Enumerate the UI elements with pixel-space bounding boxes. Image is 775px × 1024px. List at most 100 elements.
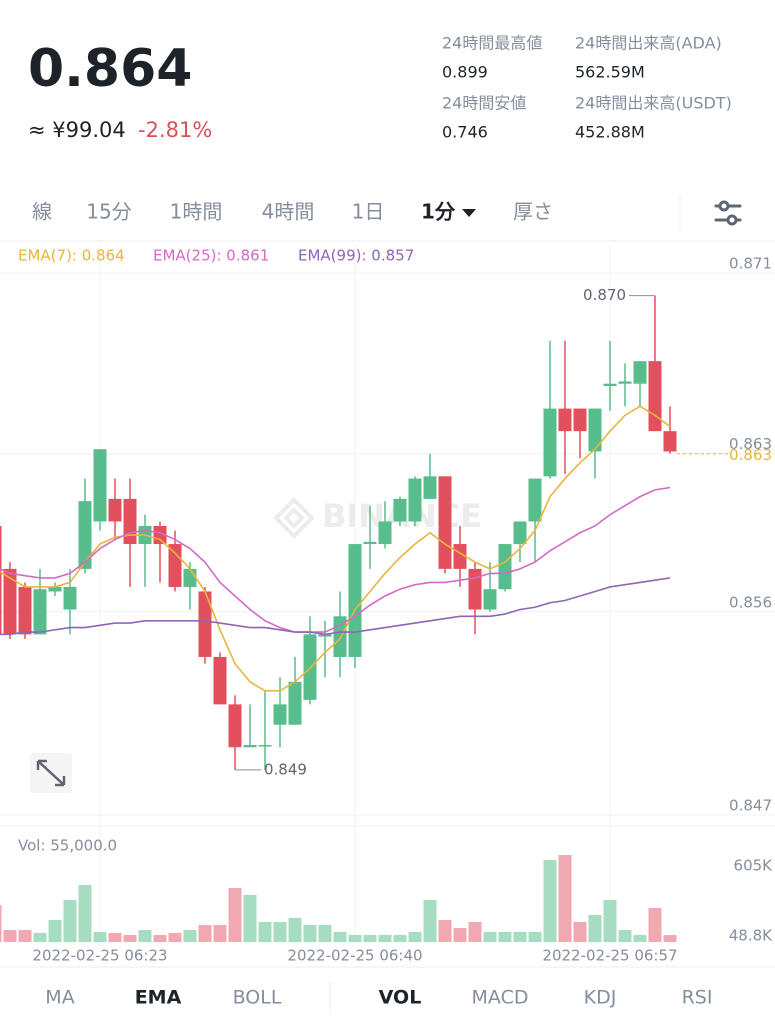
- volume-bar: [168, 932, 182, 942]
- indicator-tab[interactable]: EMA: [135, 987, 182, 1009]
- indicator-tab[interactable]: MA: [45, 987, 74, 1009]
- candle-body: [168, 544, 182, 587]
- interval-tab[interactable]: 4時間: [262, 200, 315, 224]
- settings-button[interactable]: [714, 200, 742, 226]
- stat-value: 452.88M: [575, 123, 645, 142]
- volume-bar: [558, 855, 572, 942]
- candle-body: [183, 568, 197, 587]
- volume-label: Vol: 55,000.0: [18, 837, 117, 855]
- volume-bar: [288, 917, 302, 942]
- volume-bar: [213, 925, 227, 942]
- candle-body: [438, 476, 452, 569]
- indicator-tab[interactable]: VOL: [379, 987, 422, 1009]
- interval-tab[interactable]: 線: [32, 200, 52, 224]
- volume-bar: [453, 928, 467, 942]
- candle-body: [18, 586, 32, 635]
- volume-bar: [198, 925, 212, 942]
- volume-bar: [228, 888, 242, 942]
- y-tick-label: 0.856: [729, 593, 772, 611]
- volume-bar: [0, 905, 2, 942]
- indicator-tab[interactable]: KDJ: [584, 987, 617, 1009]
- stat-value: 562.59M: [575, 63, 645, 82]
- candle-body: [363, 541, 377, 545]
- volume-bar: [603, 899, 617, 942]
- volume-bar: [663, 935, 677, 942]
- volume-bar: [393, 934, 407, 942]
- interval-tab[interactable]: 厚さ: [513, 200, 553, 224]
- volume-bar: [153, 934, 167, 942]
- candle-body: [198, 591, 212, 657]
- x-tick-label: 2022-02-25 06:40: [287, 947, 422, 965]
- indicator-tab[interactable]: MACD: [472, 987, 529, 1009]
- candle-body: [33, 589, 47, 635]
- volume-bar: [273, 921, 287, 942]
- candle-body: [408, 478, 422, 522]
- candle-body: [258, 745, 272, 747]
- volume-bar: [618, 930, 632, 942]
- candle-body: [348, 544, 362, 657]
- expand-button[interactable]: [30, 753, 72, 793]
- volume-bar: [243, 894, 257, 942]
- volume-bar: [588, 914, 602, 942]
- candle-body: [543, 408, 557, 477]
- candle-body: [213, 656, 227, 705]
- y-tick-label: 0.847: [729, 797, 772, 815]
- interval-tab[interactable]: 15分: [86, 200, 131, 224]
- candle-body: [498, 544, 512, 590]
- volume-bar: [333, 931, 347, 942]
- volume-bar: [48, 919, 62, 942]
- indicator-tab[interactable]: RSI: [682, 987, 713, 1009]
- volume-bar: [63, 899, 77, 942]
- candle-body: [633, 361, 647, 384]
- low-marker-label: 0.849: [264, 760, 307, 778]
- candle-body: [573, 408, 587, 432]
- volume-bar: [498, 931, 512, 942]
- candle-body: [273, 704, 287, 725]
- interval-tab[interactable]: 1時間: [170, 200, 223, 224]
- volume-bar: [408, 931, 422, 942]
- candle-body: [558, 408, 572, 432]
- candle-body: [63, 586, 77, 610]
- volume-bar: [528, 931, 542, 942]
- interval-tab[interactable]: 1分: [421, 200, 456, 224]
- volume-bar: [93, 931, 107, 942]
- volume-bar: [483, 931, 497, 942]
- volume-tick-label: 605K: [734, 856, 774, 874]
- stat-label: 24時間最高値: [442, 34, 542, 53]
- candle-body: [123, 498, 137, 545]
- volume-bar: [258, 921, 272, 942]
- y-tick-label: 0.871: [729, 255, 772, 273]
- volume-bar: [138, 930, 152, 942]
- indicator-tab[interactable]: BOLL: [233, 987, 282, 1009]
- ema-line: [0, 405, 671, 692]
- fiat-price: ≈ ¥99.04: [28, 118, 126, 142]
- candle-body: [618, 381, 632, 384]
- candle-body: [228, 704, 242, 748]
- volume-bar: [303, 925, 317, 942]
- candle-body: [648, 361, 662, 432]
- candle-body: [288, 681, 302, 725]
- interval-tab[interactable]: 1日: [352, 200, 385, 224]
- candle-body: [3, 568, 17, 635]
- candle-body: [108, 498, 122, 522]
- stat-value: 0.899: [442, 63, 488, 82]
- volume-bar: [3, 930, 17, 942]
- volume-bar: [468, 921, 482, 942]
- volume-bar: [378, 934, 392, 942]
- candle-body: [423, 476, 437, 499]
- candle-body: [393, 498, 407, 522]
- stat-label: 24時間安値: [442, 94, 526, 113]
- volume-bar: [348, 934, 362, 942]
- change: -2.81%: [138, 118, 212, 142]
- candle-body: [0, 525, 2, 635]
- candle-body: [318, 634, 332, 637]
- x-tick-label: 2022-02-25 06:57: [542, 947, 677, 965]
- chart: 2022-02-25 06:23 2022-02-25 06:40 2022-02-…: [0, 246, 775, 965]
- candle-body: [513, 521, 527, 545]
- volume-bar: [438, 919, 452, 942]
- candle-body: [468, 568, 482, 610]
- candle-body: [663, 431, 677, 452]
- candle-body: [603, 383, 617, 386]
- candle-body: [378, 521, 392, 545]
- volume-bar: [363, 934, 377, 942]
